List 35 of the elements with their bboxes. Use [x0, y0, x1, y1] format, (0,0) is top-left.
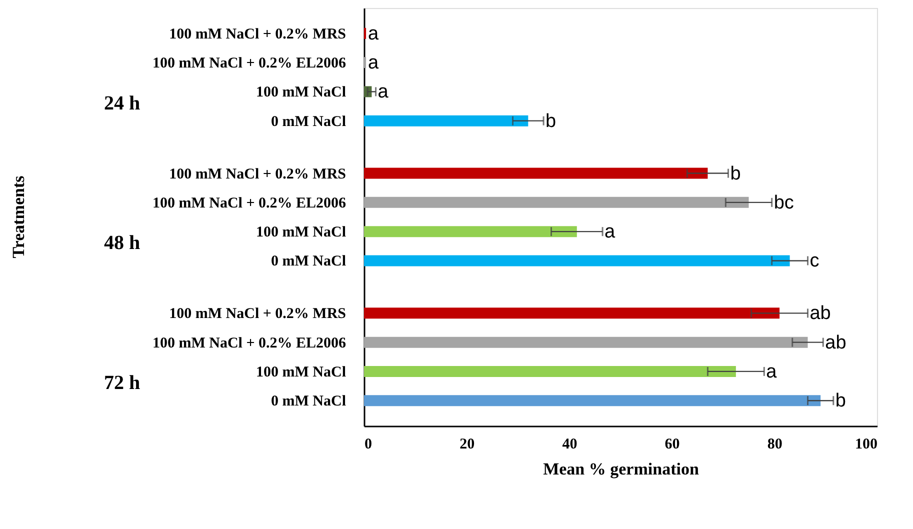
y-tick-label: 100 mM NaCl + 0.2% MRS	[169, 26, 346, 42]
data-label: b	[546, 110, 556, 132]
x-tick-label: 40	[562, 436, 578, 452]
data-label: ab	[825, 332, 846, 354]
text: 48 h	[104, 232, 140, 254]
x-tick-label: 100	[855, 436, 878, 452]
x-tick-label: 80	[767, 436, 782, 452]
x-tick-label: 60	[664, 436, 680, 452]
y-tick-label: 100 mM NaCl + 0.2% MRS	[169, 166, 346, 182]
y-tick-label: 100 mM NaCl + 0.2% EL2006	[152, 335, 346, 352]
y-tick-label: 100 mM NaCl	[256, 84, 346, 101]
text: 72 h	[104, 372, 140, 394]
data-label: c	[810, 250, 820, 272]
y-tick-label: 100 mM NaCl + 0.2% EL2006	[152, 56, 346, 72]
y-tick-label: 100 mM NaCl + 0.2% MRS	[169, 306, 346, 322]
y-tick-label: 0 mM NaCl	[271, 114, 346, 130]
y-tick-label: 0 mM NaCl	[271, 254, 346, 270]
data-label: b	[730, 163, 741, 184]
data-label: a	[766, 361, 778, 382]
x-tick-label: 0	[364, 436, 372, 452]
y-tick-label: 100 mM NaCl	[256, 364, 346, 380]
data-label: ab	[810, 303, 831, 324]
x-axis-title: Mean % germination	[543, 460, 700, 478]
y-tick-label: 100 mM NaCl + 0.2% EL2006	[152, 195, 346, 212]
text: 24 h	[104, 92, 140, 114]
y-tick-label: 100 mM NaCl	[256, 224, 346, 241]
x-tick-label: 20	[460, 436, 475, 452]
text: Treatments	[9, 175, 28, 258]
data-label: a	[368, 52, 380, 74]
data-label: bc	[774, 192, 794, 214]
data-label: a	[604, 222, 616, 243]
data-label: b	[835, 390, 846, 412]
data-label: a	[368, 23, 380, 44]
y-tick-label: 0 mM NaCl	[271, 394, 346, 410]
data-label: a	[378, 82, 389, 103]
